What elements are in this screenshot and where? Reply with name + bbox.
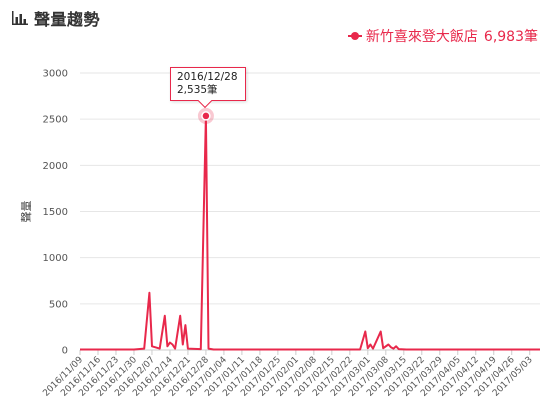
x-axis-ticks: 2016/11/092016/11/162016/11/232016/11/30… bbox=[41, 350, 535, 399]
tooltip-date: 2016/12/28 bbox=[177, 71, 238, 83]
y-tick-label: 0 bbox=[62, 346, 68, 357]
bar-chart-icon bbox=[12, 11, 28, 25]
y-tick-label: 1500 bbox=[43, 207, 68, 218]
y-tick-label: 3000 bbox=[43, 69, 68, 80]
series-line[interactable] bbox=[80, 114, 540, 351]
data-tooltip: 2016/12/28 2,535筆 bbox=[170, 67, 246, 101]
y-axis-ticks: 0 500 1000 1500 2000 2500 3000 bbox=[43, 69, 68, 357]
chart-title: 聲量趨勢 bbox=[34, 10, 101, 29]
y-tick-label: 1000 bbox=[43, 253, 68, 264]
chart-header: 聲量趨勢 bbox=[12, 7, 100, 29]
grid bbox=[80, 72, 540, 351]
series-layer[interactable] bbox=[80, 107, 540, 351]
legend-item[interactable]: 新竹喜來登大飯店 6,983筆 bbox=[347, 26, 538, 46]
y-axis-label: 聲量 bbox=[19, 201, 33, 223]
tooltip-value: 2,535筆 bbox=[177, 84, 218, 96]
legend-series-name: 新竹喜來登大飯店 bbox=[365, 29, 478, 45]
legend-marker-icon bbox=[347, 31, 362, 41]
highlight-point[interactable] bbox=[201, 111, 211, 121]
y-tick-label: 2500 bbox=[43, 115, 68, 126]
y-tick-label: 2000 bbox=[43, 161, 68, 172]
legend-series-count: 6,983筆 bbox=[483, 29, 538, 45]
y-tick-label: 500 bbox=[49, 299, 68, 310]
